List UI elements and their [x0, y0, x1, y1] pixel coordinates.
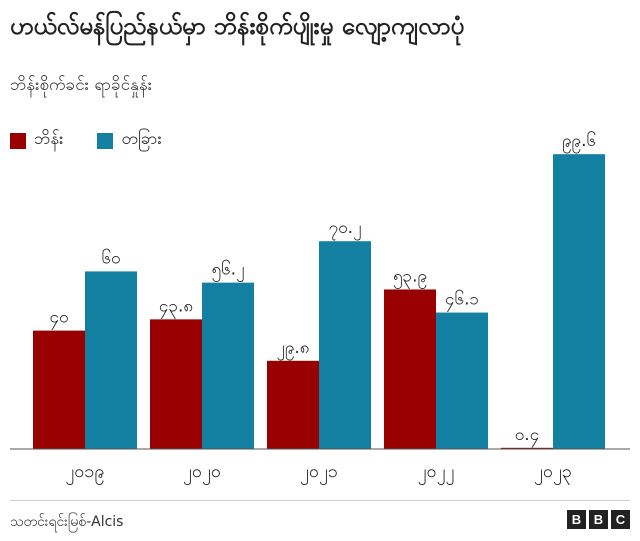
data-label: ၀.၄	[515, 425, 540, 448]
data-label: ၉၉.၆	[562, 130, 596, 154]
legend-item-poppy: ဘိန်း	[10, 128, 63, 153]
bar-poppy	[150, 319, 202, 449]
data-label: ၄၃.၈	[159, 296, 193, 319]
bar-poppy	[384, 289, 436, 449]
data-label: ၅၃.၉	[393, 266, 427, 289]
bbc-logo: B B C	[567, 510, 630, 529]
x-tick-label: ၂၀၁၉	[65, 461, 104, 485]
legend: ဘိန်း တခြား	[10, 128, 162, 153]
legend-swatch-other	[97, 132, 114, 149]
footer-divider	[10, 500, 630, 501]
bar-poppy	[267, 360, 319, 449]
bar-other	[436, 312, 488, 449]
data-label: ၅၆.၂	[212, 259, 245, 283]
bbc-logo-letter: B	[589, 510, 608, 529]
bar-other	[85, 271, 137, 449]
legend-label-poppy: ဘိန်း	[34, 129, 64, 149]
legend-label-other: တခြား	[121, 129, 162, 149]
x-tick-label: ၂၀၂၂	[418, 461, 455, 485]
data-label: ၄၀	[49, 308, 68, 331]
x-tick-label: ၂၀၂၀	[183, 461, 221, 485]
chart-subtitle: ဘိန်းစိုက်ခင်း ရာခိုင်နှုန်း	[10, 75, 153, 95]
chart-title: ဟယ်လ်မန်ပြည်နယ်မှာ ဘိန်းစိုက်ပျိုးမှု လျ…	[10, 12, 465, 40]
bar-other	[553, 154, 605, 449]
data-label: ၇၀.၂	[329, 218, 362, 241]
x-tick-label: ၂၀၂၁	[300, 461, 338, 485]
data-label: ၆၀	[101, 247, 120, 268]
bar-poppy	[501, 447, 553, 449]
data-label: ၄၆.၁	[445, 289, 479, 313]
bbc-logo-letter: B	[567, 510, 586, 529]
data-label: ၂၉.၈	[276, 338, 309, 361]
source-note: သတင်းရင်းမြစ်-Alcis	[10, 514, 124, 530]
bbc-logo-letter: C	[611, 510, 630, 529]
legend-item-other: တခြား	[97, 128, 162, 153]
legend-swatch-poppy	[10, 132, 26, 149]
bar-other	[202, 282, 254, 449]
bar-poppy	[33, 330, 85, 449]
bar-other	[319, 241, 371, 449]
x-tick-label: ၂၀၂၃	[534, 461, 572, 485]
